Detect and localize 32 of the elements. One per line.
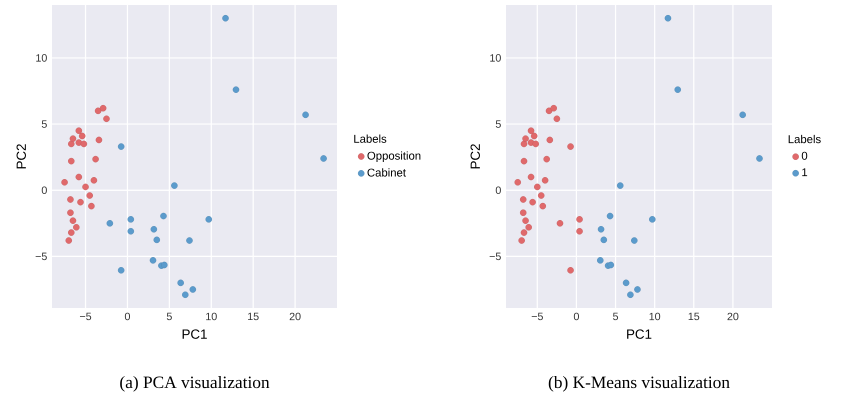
legend-title: Labels bbox=[354, 134, 386, 143]
y-tick-label: 10 bbox=[36, 54, 47, 62]
x-tick-label: 10 bbox=[206, 312, 217, 320]
x-tick-label: 20 bbox=[728, 312, 738, 320]
y-tick-label: 0 bbox=[496, 186, 501, 194]
y-tick-label: 10 bbox=[490, 54, 501, 62]
x-axis-title: PC1 bbox=[627, 329, 652, 339]
x-axis-title: PC1 bbox=[182, 329, 207, 339]
legend-label: Opposition bbox=[367, 151, 420, 162]
legend-label: Cabinet bbox=[368, 168, 406, 177]
x-tick-label: 10 bbox=[650, 312, 660, 320]
x-tick-label: −5 bbox=[80, 312, 92, 320]
x-tick-label: 5 bbox=[612, 312, 618, 320]
y-axis-title: PC2 bbox=[16, 144, 26, 168]
y-axis-title: PC2 bbox=[470, 144, 480, 168]
legend-title: Labels bbox=[788, 134, 821, 144]
legend-label: 1 bbox=[802, 168, 808, 176]
y-tick-label: 0 bbox=[42, 186, 47, 194]
x-tick-label: 15 bbox=[248, 312, 259, 320]
x-tick-label: 0 bbox=[574, 312, 579, 320]
x-tick-label: −5 bbox=[532, 312, 543, 320]
x-tick-label: 0 bbox=[124, 312, 130, 320]
y-tick-label: −5 bbox=[36, 252, 47, 260]
x-tick-label: 5 bbox=[166, 312, 172, 320]
text: (b) K-Means visualization bbox=[548, 376, 730, 392]
y-tick-label: −5 bbox=[490, 252, 501, 260]
text: (a) PCA visualization bbox=[120, 376, 270, 392]
y-tick-label: 5 bbox=[496, 120, 501, 128]
legend-label: 0 bbox=[802, 152, 808, 160]
y-tick-label: 5 bbox=[42, 120, 47, 128]
x-tick-label: 20 bbox=[290, 312, 301, 320]
x-tick-label: 15 bbox=[688, 312, 700, 320]
